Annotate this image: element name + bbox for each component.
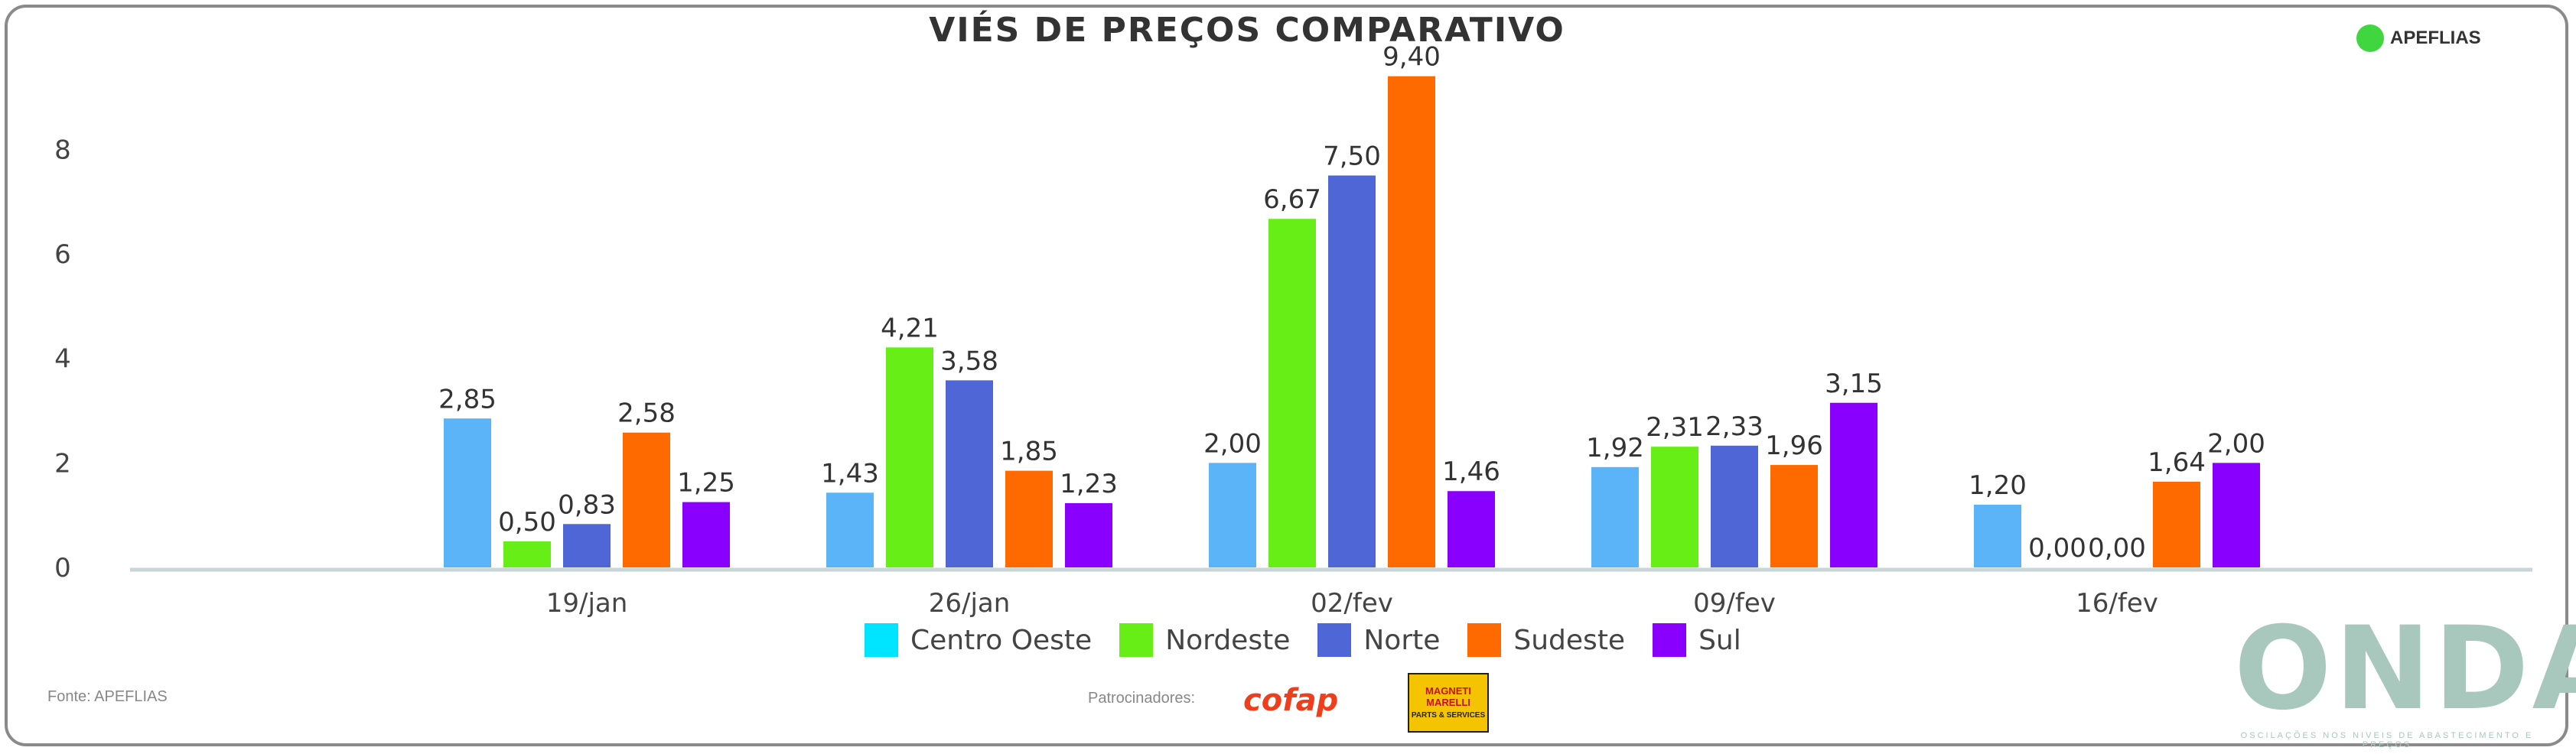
legend-swatch-norte bbox=[1317, 623, 1352, 657]
data-label: 0,83 bbox=[558, 489, 616, 520]
onda-tagline: OSCILAÇÕES NOS NIVEIS DE ABASTECIMENTO E… bbox=[2240, 731, 2534, 749]
data-label: 2,00 bbox=[2207, 428, 2265, 459]
data-label: 1,20 bbox=[1969, 470, 2027, 501]
magneti-marelli-logo: MAGNETI MARELLI PARTS & SERVICES bbox=[1408, 673, 1489, 733]
legend-swatch-centro-oeste bbox=[865, 623, 898, 657]
onda-logo-text: ONDA bbox=[2234, 603, 2576, 736]
x-tick-label: 02/fev bbox=[1311, 588, 1393, 619]
legend-item-nordeste: Nordeste bbox=[1119, 623, 1290, 657]
brand-logo: APEFLIAS bbox=[2356, 24, 2481, 52]
legend-item-centro-oeste: Centro Oeste bbox=[865, 623, 1092, 657]
bar bbox=[563, 524, 611, 567]
legend-swatch-sudeste bbox=[1467, 623, 1502, 657]
data-label: 6,67 bbox=[1263, 184, 1321, 215]
legend-label-norte: Norte bbox=[1363, 624, 1441, 656]
legend-label-sul: Sul bbox=[1698, 624, 1741, 656]
data-label: 7,50 bbox=[1323, 141, 1381, 172]
bar bbox=[1328, 175, 1376, 567]
legend-swatch-nordeste bbox=[1119, 623, 1154, 657]
legend-item-sudeste: Sudeste bbox=[1467, 623, 1625, 657]
legend-label-nordeste: Nordeste bbox=[1165, 624, 1291, 656]
sponsor-label: Patrocinadores: bbox=[1088, 690, 1196, 707]
bar bbox=[1591, 466, 1639, 567]
y-tick-label: 6 bbox=[54, 239, 71, 270]
chart-frame bbox=[5, 5, 2568, 746]
data-label: 2,58 bbox=[617, 398, 676, 429]
legend-label-centro-oeste: Centro Oeste bbox=[910, 624, 1093, 656]
bar bbox=[886, 347, 933, 567]
data-label: 1,25 bbox=[677, 468, 735, 499]
bar bbox=[1005, 470, 1053, 567]
x-tick-label: 26/jan bbox=[929, 588, 1011, 619]
bar bbox=[2213, 463, 2260, 567]
onda-logo: ONDA OSCILAÇÕES NOS NIVEIS DE ABASTECIME… bbox=[2234, 603, 2576, 749]
bar bbox=[1711, 445, 1758, 567]
magneti-marelli-sub: PARTS & SERVICES bbox=[1411, 710, 1486, 720]
bar bbox=[444, 418, 491, 567]
x-tick-label: 19/jan bbox=[546, 588, 628, 619]
data-label: 1,64 bbox=[2148, 447, 2206, 478]
brand-name: APEFLIAS bbox=[2390, 28, 2481, 48]
data-label: 2,31 bbox=[1646, 412, 1704, 443]
data-label: 1,85 bbox=[1000, 437, 1058, 467]
data-label: 0,00 bbox=[2028, 533, 2086, 564]
data-label: 1,23 bbox=[1060, 469, 1118, 499]
data-label: 1,43 bbox=[821, 458, 879, 489]
data-label: 3,15 bbox=[1825, 369, 1883, 399]
bar bbox=[682, 502, 730, 567]
legend-item-sul: Sul bbox=[1653, 623, 1741, 657]
data-label: 4,21 bbox=[881, 313, 939, 343]
bar bbox=[826, 492, 874, 567]
y-tick-label: 4 bbox=[54, 344, 71, 375]
cofap-logo: cofap bbox=[1243, 683, 1339, 718]
bar bbox=[1209, 463, 1256, 567]
bar bbox=[1651, 447, 1698, 567]
data-label: 1,96 bbox=[1765, 431, 1823, 461]
bar bbox=[1448, 491, 1495, 567]
magneti-marelli-name: MAGNETI MARELLI bbox=[1425, 685, 1471, 708]
bar bbox=[2153, 481, 2200, 567]
source-note: Fonte: APEFLIAS bbox=[47, 688, 168, 705]
bar bbox=[623, 432, 670, 567]
x-tick-label: 16/fev bbox=[2076, 588, 2158, 619]
legend-swatch-sul bbox=[1653, 623, 1687, 657]
bar bbox=[1065, 502, 1112, 567]
data-label: 2,00 bbox=[1203, 428, 1262, 459]
data-label: 0,50 bbox=[498, 507, 556, 538]
x-tick-label: 09/fev bbox=[1693, 588, 1776, 619]
y-tick-label: 0 bbox=[54, 553, 71, 583]
bar bbox=[946, 380, 993, 567]
bar bbox=[1974, 505, 2021, 567]
data-label: 3,58 bbox=[940, 346, 998, 376]
legend: Centro Oeste Nordeste Norte Sudeste Sul bbox=[865, 623, 1741, 657]
bar bbox=[1268, 219, 1316, 567]
data-label: 1,46 bbox=[1442, 457, 1500, 487]
bar bbox=[503, 541, 551, 567]
bar bbox=[1388, 76, 1435, 567]
y-tick-label: 8 bbox=[54, 135, 71, 165]
data-label: 9,40 bbox=[1382, 42, 1441, 73]
legend-item-norte: Norte bbox=[1317, 623, 1440, 657]
data-label: 1,92 bbox=[1586, 433, 1644, 463]
data-label: 2,85 bbox=[438, 384, 497, 414]
bar bbox=[1830, 402, 1877, 567]
bar bbox=[1770, 465, 1818, 567]
legend-label-sudeste: Sudeste bbox=[1513, 624, 1626, 656]
y-tick-label: 2 bbox=[54, 448, 71, 479]
data-label: 0,00 bbox=[2088, 533, 2146, 564]
chart-title: VIÉS DE PREÇOS COMPARATIVO bbox=[929, 11, 1565, 50]
brand-logo-icon bbox=[2356, 24, 2384, 52]
data-label: 2,33 bbox=[1705, 411, 1763, 442]
